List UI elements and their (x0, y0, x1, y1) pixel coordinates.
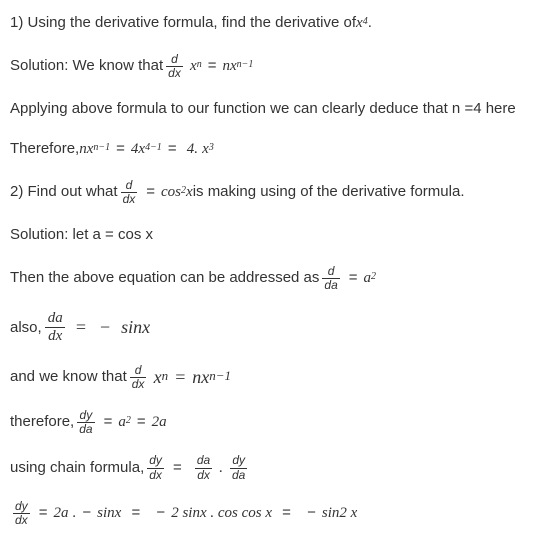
minus: − (99, 314, 111, 341)
text: . (368, 12, 372, 35)
exp-n: n (162, 366, 169, 386)
q1-solution-known: Solution: We know that d dx xn = nxn−1 (10, 53, 540, 80)
frac-dadx: da dx (45, 310, 66, 346)
eq: = (116, 138, 125, 161)
fn-exp: 4 (363, 14, 368, 29)
four-x: 4x (131, 138, 145, 161)
q2-then: Then the above equation can be addressed… (10, 265, 540, 292)
q2-therefore: therefore, dy da = a2 = 2a (10, 409, 540, 436)
exp-n: n (197, 57, 202, 72)
fn-x: x (356, 12, 363, 35)
q2-prompt: 2) Find out what d dx = cos2x is making … (10, 179, 540, 206)
exp-2: 2 (181, 183, 186, 198)
q2-know: and we know that d dx xn = nxn−1 (10, 364, 540, 391)
eq: = (173, 457, 182, 480)
eq: = (75, 314, 87, 341)
eq: = (39, 502, 48, 525)
frac-dyda: dy da (230, 454, 247, 481)
q1-prompt: 1) Using the derivative formula, find th… (10, 12, 540, 35)
q2-let: Solution: let a = cos x (10, 224, 540, 247)
nx: nx (222, 55, 236, 78)
two-a: 2a (53, 502, 68, 525)
a: a (118, 411, 126, 434)
dot: . (73, 502, 77, 525)
dot: . (219, 457, 223, 480)
text: using chain formula, (10, 457, 144, 480)
text: also, (10, 317, 42, 340)
eq: = (137, 411, 146, 434)
x: x (154, 364, 162, 391)
text: Therefore, (10, 138, 79, 161)
eq: = (349, 267, 358, 290)
text: Solution: We know that (10, 55, 163, 78)
x: x (186, 181, 193, 204)
frac-ddx: d dx (130, 364, 147, 391)
eq: = (174, 364, 186, 391)
text: 1) Using the derivative formula, find th… (10, 12, 356, 35)
eq: = (146, 181, 155, 204)
eq: = (131, 502, 140, 525)
frac-dadx: da dx (195, 454, 212, 481)
exp-nm1: n−1 (209, 366, 231, 386)
text: Solution: let a = cos x (10, 224, 153, 247)
a: a (364, 267, 372, 290)
minus: − (82, 502, 91, 525)
text: 2) Find out what (10, 181, 118, 204)
minus: − (156, 502, 165, 525)
exp-3: 3 (209, 140, 214, 155)
two-sin-cos: 2 sinx . cos cos x (171, 502, 272, 525)
nx: nx (192, 364, 209, 391)
sinx: sinx (97, 502, 121, 525)
frac-dyda: dy da (77, 409, 94, 436)
nx: nx (79, 138, 93, 161)
frac-ddx: d dx (166, 53, 183, 80)
exp-4m1: 4−1 (145, 140, 162, 155)
frac-dydx: dy dx (147, 454, 164, 481)
exp-nm1: n−1 (93, 140, 110, 155)
minus: − (307, 502, 316, 525)
frac-dydx: dy dx (13, 500, 30, 527)
sinx: sinx (121, 314, 150, 341)
sin2x: sin2 x (322, 502, 357, 525)
exp-nm1: n−1 (237, 57, 254, 72)
x: x (202, 138, 209, 161)
exp-2: 2 (126, 413, 131, 428)
text: Then the above equation can be addressed… (10, 267, 319, 290)
text: and we know that (10, 366, 127, 389)
q2-final: dy dx = 2a . − sinx = − 2 sinx . cos cos… (10, 500, 540, 527)
eq: = (208, 55, 217, 78)
exp-2: 2 (371, 269, 376, 284)
text: therefore, (10, 411, 74, 434)
cos: cos (161, 181, 181, 204)
text: Applying above formula to our function w… (10, 98, 516, 121)
q2-also: also, da dx = − sinx (10, 310, 540, 346)
q2-chain: using chain formula, dy dx = da dx . dy … (10, 454, 540, 481)
eq: = (168, 138, 177, 161)
frac-dda: d da (322, 265, 339, 292)
two-a: 2a (152, 411, 167, 434)
text: is making using of the derivative formul… (193, 181, 465, 204)
eq: = (282, 502, 291, 525)
x: x (190, 55, 197, 78)
eq: = (104, 411, 113, 434)
q1-therefore: Therefore, nxn−1 = 4x4−1 = 4. x3 (10, 138, 540, 161)
four: 4 (187, 138, 195, 161)
q1-apply: Applying above formula to our function w… (10, 98, 540, 121)
frac-ddx: d dx (121, 179, 138, 206)
